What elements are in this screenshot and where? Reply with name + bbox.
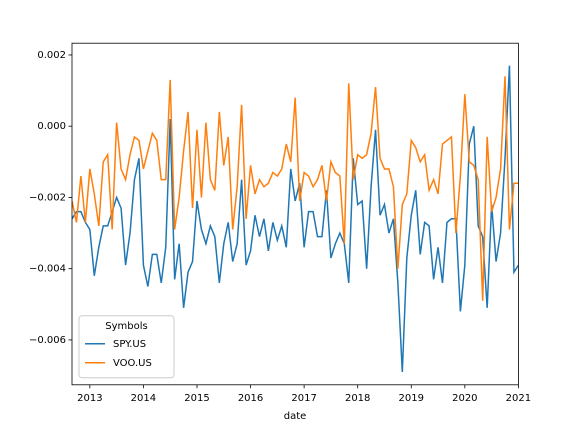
y-tick-label: −0.006 (29, 335, 66, 346)
y-tick-label: −0.004 (29, 264, 66, 275)
legend-label: VOO.US (113, 358, 152, 369)
series-line (72, 65, 519, 373)
x-tick-label: 2016 (238, 393, 263, 404)
x-tick-label: 2021 (506, 393, 531, 404)
y-tick-label: −0.002 (29, 192, 66, 203)
legend-title: Symbols (105, 321, 147, 332)
series-line (72, 76, 519, 301)
x-tick-label: 2019 (399, 393, 424, 404)
y-tick-label: 0.000 (37, 121, 66, 132)
x-tick-label: 2013 (77, 393, 102, 404)
plot-frame (71, 42, 519, 386)
x-tick-label: 2017 (291, 393, 316, 404)
y-tick-label: 0.002 (37, 50, 66, 61)
x-tick-label: 2014 (131, 393, 156, 404)
legend-label: SPY.US (113, 339, 146, 350)
x-tick-label: 2018 (345, 393, 370, 404)
x-tick-label: 2015 (184, 393, 209, 404)
x-axis-label: date (284, 411, 307, 422)
x-tick-label: 2020 (452, 393, 477, 404)
